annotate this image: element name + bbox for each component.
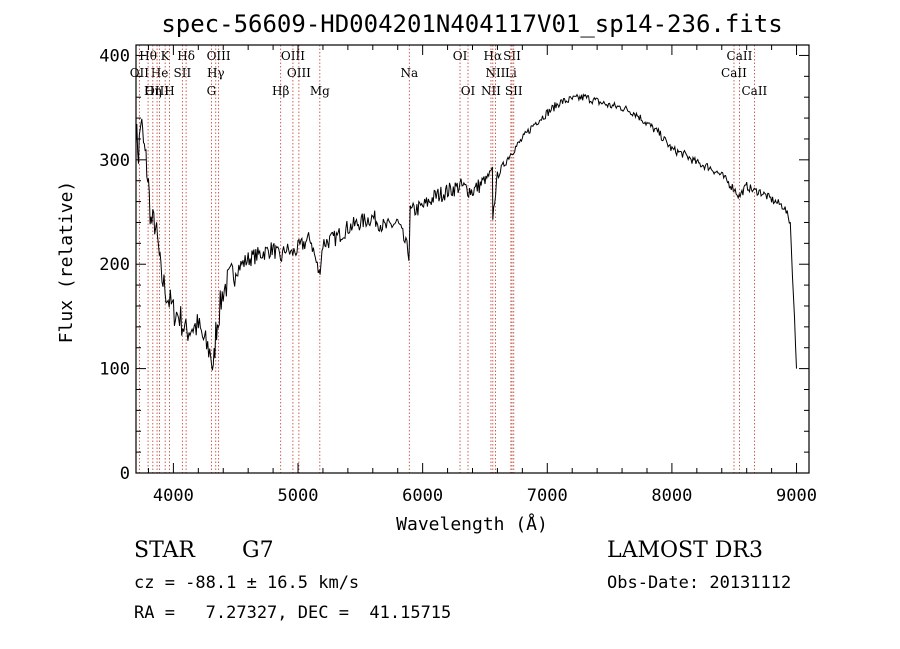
y-axis-label: Flux (relative) bbox=[56, 181, 77, 344]
line-label-6: Hα bbox=[484, 49, 503, 63]
x-tick-label-0: 4000 bbox=[153, 486, 194, 506]
line-label-24: OI bbox=[461, 84, 476, 98]
y-tick-label-1: 100 bbox=[99, 360, 130, 380]
line-label-23: Mg bbox=[310, 84, 330, 98]
line-label-25: NII bbox=[481, 84, 501, 98]
line-label-4: OIII bbox=[281, 49, 305, 63]
line-label-0: Hθ bbox=[139, 49, 157, 63]
x-tick-label-1: 5000 bbox=[278, 486, 319, 506]
line-label-27: CaII bbox=[741, 84, 767, 98]
line-label-14: Na bbox=[400, 66, 418, 80]
line-label-1: K bbox=[161, 49, 171, 63]
line-label-8: CaII bbox=[727, 49, 753, 63]
line-label-22: Hβ bbox=[272, 84, 289, 98]
y-tick-label-2: 200 bbox=[99, 255, 130, 275]
line-label-3: OIII bbox=[207, 49, 231, 63]
object-subclass: G7 bbox=[242, 538, 274, 563]
plot-frame bbox=[135, 44, 810, 474]
y-tick-label-0: 0 bbox=[120, 464, 130, 484]
line-label-11: SII bbox=[174, 66, 192, 80]
line-label-20: H bbox=[164, 84, 174, 98]
line-label-16: Li bbox=[505, 66, 517, 80]
line-label-15: NII bbox=[485, 66, 505, 80]
line-label-21: G bbox=[207, 84, 217, 98]
object-type: STAR bbox=[134, 538, 195, 563]
line-label-2: Hδ bbox=[177, 49, 195, 63]
x-tick-label-2: 6000 bbox=[402, 486, 443, 506]
x-tick-label-4: 8000 bbox=[651, 486, 692, 506]
line-label-13: OIII bbox=[287, 66, 311, 80]
survey-name: LAMOST DR3 bbox=[607, 538, 763, 563]
line-label-9: OII bbox=[130, 66, 150, 80]
y-tick-label-3: 300 bbox=[99, 151, 130, 171]
x-tick-label-5: 9000 bbox=[776, 486, 817, 506]
line-label-19: Hη bbox=[144, 84, 162, 98]
redshift-text: cz = -88.1 ± 16.5 km/s bbox=[134, 573, 360, 593]
line-label-26: SII bbox=[505, 84, 523, 98]
line-label-10: He bbox=[151, 66, 169, 80]
x-tick-label-3: 7000 bbox=[527, 486, 568, 506]
spectrum-line bbox=[135, 93, 797, 371]
x-axis-label: Wavelength (Å) bbox=[396, 513, 548, 535]
coordinates: RA = 7.27327, DEC = 41.15715 bbox=[134, 603, 452, 623]
obs-date: Obs-Date: 20131112 bbox=[607, 573, 792, 593]
line-label-12: Hγ bbox=[207, 66, 225, 80]
line-label-18: OIII bbox=[145, 84, 169, 98]
line-label-5: OI bbox=[453, 49, 468, 63]
line-label-17: CaII bbox=[721, 66, 747, 80]
y-tick-label-4: 400 bbox=[99, 46, 130, 66]
chart-title: spec-56609-HD004201N404117V01_sp14-236.f… bbox=[161, 10, 782, 38]
line-label-7: SII bbox=[503, 49, 521, 63]
